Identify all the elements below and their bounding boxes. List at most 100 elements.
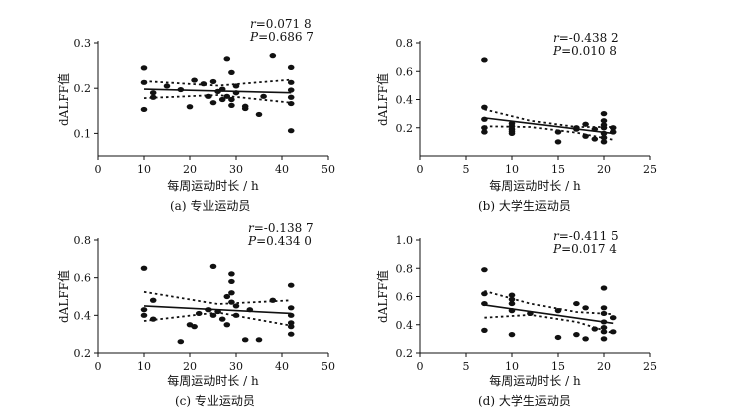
data-point — [582, 121, 589, 127]
data-point — [140, 106, 148, 113]
data-point — [554, 139, 562, 145]
data-point — [527, 310, 534, 317]
data-point — [481, 57, 488, 63]
data-point — [246, 307, 254, 313]
data-point — [269, 297, 277, 303]
data-point — [287, 64, 295, 71]
data-point — [149, 297, 157, 303]
ci-lower-line — [143, 311, 292, 327]
data-point — [191, 324, 198, 330]
y-tick-label: 0.8 — [396, 37, 414, 50]
data-point — [481, 125, 488, 131]
x-tick-label: 25 — [643, 360, 657, 373]
data-point — [609, 125, 617, 131]
data-point — [600, 324, 608, 331]
data-point — [582, 336, 589, 342]
x-tick-label: 10 — [505, 163, 519, 176]
x-tick-label: 10 — [137, 360, 151, 373]
data-point — [149, 316, 157, 322]
y-axis-title: dALFF值 — [375, 73, 390, 126]
data-point — [218, 96, 226, 103]
data-point — [481, 267, 488, 273]
y-axis-title: dALFF值 — [56, 73, 71, 126]
x-tick-label: 30 — [229, 360, 243, 373]
data-point — [600, 130, 608, 136]
data-point — [209, 78, 217, 85]
y-tick-label: 0.4 — [74, 309, 92, 322]
x-tick-label: 20 — [597, 163, 611, 176]
y-tick-label: 0.4 — [396, 94, 414, 107]
data-point — [600, 329, 608, 335]
chart-panel-1: 0 10 20 30 40 50 0.1 0.2 0.3 每周运动时长 / h dALFF值 (a) … — [56, 17, 335, 213]
data-point — [149, 94, 157, 100]
data-point — [200, 81, 208, 87]
data-point — [600, 111, 608, 117]
data-point — [600, 125, 608, 131]
data-point — [591, 126, 599, 132]
data-point — [223, 293, 231, 300]
x-tick-label: 0 — [417, 360, 424, 373]
ci-upper-line — [143, 290, 292, 305]
ci-lower-line — [143, 94, 292, 104]
x-tick-label: 50 — [321, 163, 335, 176]
data-point — [600, 319, 608, 325]
data-point — [481, 116, 488, 122]
data-point — [554, 334, 562, 341]
data-point — [573, 332, 580, 338]
data-point — [232, 312, 240, 318]
data-point — [508, 332, 516, 338]
x-tick-label: 40 — [275, 360, 289, 373]
x-tick-label: 15 — [551, 360, 565, 373]
y-tick-label: 0.8 — [74, 234, 92, 247]
data-point — [609, 329, 617, 335]
x-tick-label: 10 — [505, 360, 519, 373]
data-point — [600, 118, 608, 124]
panel-caption: (b) 大学生运动员 — [478, 198, 571, 213]
data-point — [241, 337, 249, 343]
data-point — [228, 290, 235, 296]
y-tick-label: 0.6 — [396, 291, 414, 304]
data-point — [609, 129, 617, 135]
data-point — [287, 128, 295, 134]
data-point — [205, 307, 212, 313]
data-point — [582, 133, 589, 139]
data-point — [218, 316, 226, 322]
panel-caption: (c) 专业运动员 — [175, 393, 255, 408]
x-axis-title: 每周运动时长 / h — [489, 178, 581, 193]
data-point — [287, 94, 295, 100]
data-point — [228, 271, 235, 277]
data-point — [177, 339, 185, 345]
data-point — [554, 129, 562, 135]
y-tick-label: 0.6 — [74, 272, 92, 285]
x-tick-label: 5 — [463, 360, 470, 373]
data-point — [140, 307, 148, 313]
data-point — [287, 320, 295, 326]
y-tick-label: 0.2 — [396, 122, 414, 135]
r-statistic: r=-0.411 5 — [553, 229, 619, 243]
data-point — [481, 300, 488, 307]
p-statistic: P=0.017 4 — [552, 242, 617, 256]
data-point — [209, 312, 217, 318]
x-tick-label: 15 — [551, 163, 565, 176]
data-point — [195, 310, 203, 317]
data-point — [600, 310, 608, 317]
p-statistic: P=0.010 8 — [552, 44, 617, 58]
data-point — [218, 86, 226, 92]
data-point — [287, 282, 295, 288]
data-point — [255, 111, 263, 118]
x-tick-label: 5 — [463, 163, 470, 176]
data-point — [209, 100, 217, 106]
data-point — [287, 331, 295, 337]
chart-panel-2: 0 5 10 15 20 25 0.2 0.4 0.6 0.8 每周运动时长 / h dALFF值 (b… — [375, 31, 657, 213]
data-point — [228, 102, 235, 108]
data-point — [600, 285, 608, 291]
p-statistic: P=0.686 7 — [249, 30, 314, 44]
y-tick-label: 0.2 — [74, 347, 92, 360]
data-point — [600, 139, 608, 145]
data-point — [481, 291, 488, 297]
data-point — [260, 93, 267, 99]
x-tick-label: 0 — [417, 163, 424, 176]
y-axis-title: dALFF值 — [56, 270, 71, 323]
data-point — [140, 79, 148, 85]
data-point — [209, 263, 217, 269]
